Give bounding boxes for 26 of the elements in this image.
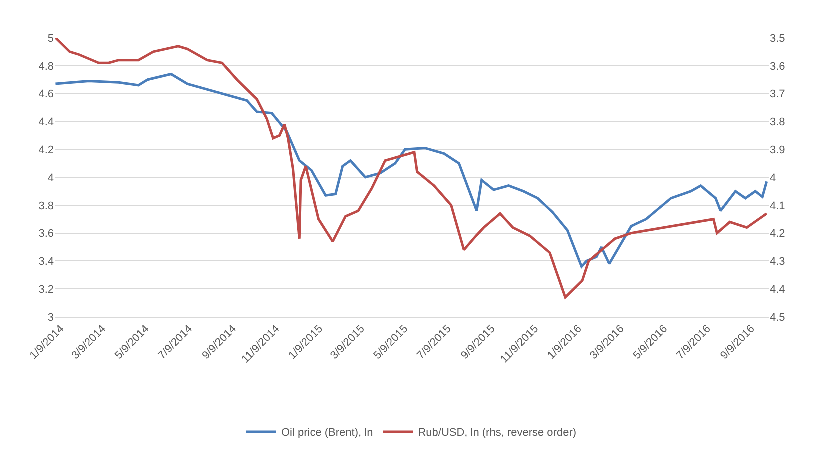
- legend-label: Rub/USD, ln (rhs, reverse order): [418, 427, 577, 440]
- line-series: [55, 73, 768, 268]
- y2-tick-label: 4.5: [770, 312, 786, 324]
- y-tick-label: 5: [48, 32, 54, 45]
- y2-tick-label: 4.1: [770, 200, 786, 212]
- y-tick-label: 4.8: [38, 60, 54, 73]
- line-series: [55, 38, 768, 299]
- y2-tick-label: 4.3: [770, 256, 786, 268]
- y-tick-label: 4.2: [38, 144, 54, 156]
- y2-tick-label: 3.7: [770, 88, 786, 101]
- y-tick-label: 4.4: [38, 116, 54, 129]
- y-tick-label: 3.6: [38, 228, 54, 240]
- y-tick-label: 3: [48, 312, 54, 324]
- legend-label: Oil price (Brent), ln: [282, 427, 374, 440]
- y-tick-label: 3.8: [38, 200, 54, 212]
- y-tick-label: 3.4: [38, 256, 54, 268]
- y-tick-label: 3.2: [38, 284, 54, 296]
- y2-tick-label: 3.6: [770, 60, 786, 73]
- y2-tick-label: 4.2: [770, 228, 786, 240]
- y-tick-label: 4.6: [38, 88, 54, 101]
- y2-tick-label: 3.5: [770, 32, 786, 45]
- y2-tick-label: 4.4: [770, 284, 786, 296]
- y2-tick-label: 3.9: [770, 144, 786, 156]
- y2-tick-label: 3.8: [770, 116, 786, 129]
- y-tick-label: 4: [48, 172, 54, 184]
- y2-tick-label: 4: [770, 172, 776, 184]
